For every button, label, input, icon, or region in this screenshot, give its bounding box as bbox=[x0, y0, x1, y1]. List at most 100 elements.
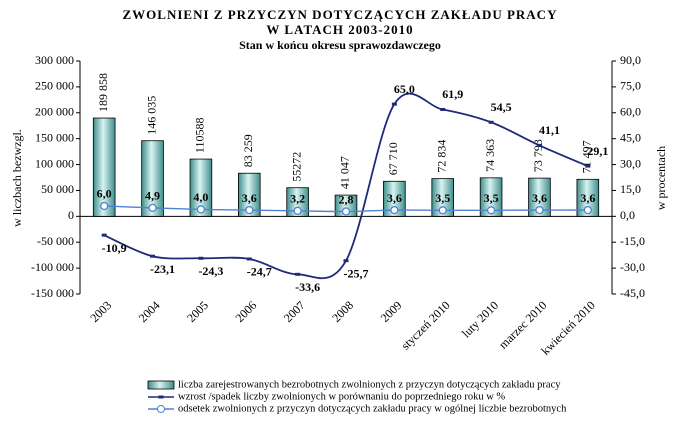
y2-tick-label: -45,0 bbox=[620, 286, 645, 300]
point-value-label: -23,1 bbox=[150, 262, 175, 276]
point bbox=[101, 233, 107, 237]
legend-label: liczba zarejestrowanych bezrobotnych zwo… bbox=[178, 379, 561, 390]
bar-value-label: 67 710 bbox=[386, 142, 400, 175]
bar bbox=[528, 177, 551, 217]
point bbox=[295, 272, 301, 276]
point-value-label: 2,8 bbox=[339, 192, 354, 206]
point bbox=[148, 203, 157, 213]
chart-title: ZWOLNIENI Z PRZYCZYN DOTYCZĄCYCH ZAKŁADU… bbox=[123, 7, 558, 22]
legend-marker bbox=[158, 395, 164, 399]
point-value-label: -10,9 bbox=[102, 241, 127, 255]
point-value-label: 3,6 bbox=[387, 191, 402, 205]
x-tick-label: 2009 bbox=[378, 298, 405, 325]
point-value-label: 3,6 bbox=[532, 191, 547, 205]
bar bbox=[431, 178, 455, 217]
point-value-label: 6,0 bbox=[97, 187, 112, 201]
point bbox=[246, 257, 252, 261]
point-value-label: -24,3 bbox=[198, 264, 223, 278]
x-tick-label: 2004 bbox=[136, 298, 163, 325]
point bbox=[535, 205, 544, 215]
point-value-label: 41,1 bbox=[539, 123, 560, 137]
bar-value-label: 110588 bbox=[193, 118, 207, 154]
bar bbox=[479, 177, 503, 217]
point-value-label: 3,6 bbox=[580, 191, 595, 205]
bar bbox=[92, 117, 116, 217]
point bbox=[341, 207, 351, 216]
y2-tick-label: 0,0 bbox=[620, 208, 635, 222]
y2-tick-label: 45,0 bbox=[620, 130, 641, 144]
y-tick-label: 300 000 bbox=[35, 53, 74, 67]
point bbox=[100, 201, 109, 211]
point bbox=[391, 102, 397, 106]
bar bbox=[189, 158, 213, 217]
point bbox=[150, 254, 156, 258]
point bbox=[343, 259, 349, 263]
legend-marker bbox=[157, 405, 165, 413]
point-value-label: -25,7 bbox=[344, 266, 369, 280]
y-tick-label: -100 000 bbox=[31, 260, 74, 274]
y2-tick-label: 15,0 bbox=[620, 182, 641, 196]
bar bbox=[141, 140, 164, 217]
x-tick-label: styczeń 2010 bbox=[398, 298, 452, 352]
legend-label: wzrost /spadek liczby zwolnionych w poró… bbox=[178, 391, 505, 402]
bar-value-label: 83 259 bbox=[241, 134, 255, 167]
point-value-label: 3,5 bbox=[435, 191, 450, 205]
point bbox=[245, 205, 254, 215]
y-tick-label: 100 000 bbox=[35, 156, 74, 170]
bar-value-label: 41 047 bbox=[338, 156, 352, 189]
legend-swatch bbox=[147, 380, 175, 390]
point bbox=[486, 206, 496, 215]
y2-tick-label: 75,0 bbox=[620, 79, 641, 93]
x-tick-label: 2008 bbox=[329, 298, 356, 325]
y2-tick-label: -15,0 bbox=[620, 234, 645, 248]
bar bbox=[237, 172, 261, 217]
point-value-label: 3,5 bbox=[484, 191, 499, 205]
point bbox=[536, 143, 542, 147]
y2-tick-label: -30,0 bbox=[620, 260, 645, 274]
point bbox=[438, 206, 447, 215]
point bbox=[440, 107, 446, 111]
point-value-label: -33,6 bbox=[295, 280, 320, 294]
bar bbox=[576, 178, 600, 217]
y2-tick-label: 60,0 bbox=[620, 105, 641, 119]
point bbox=[196, 205, 206, 214]
bar-value-label: 72 834 bbox=[434, 140, 448, 173]
point-value-label: 4,0 bbox=[193, 190, 208, 204]
point-value-label: 29,1 bbox=[587, 144, 608, 158]
point bbox=[488, 120, 494, 124]
x-tick-label: 2006 bbox=[232, 298, 259, 325]
chart-subtitle: Stan w końcu okresu sprawozdawczego bbox=[239, 38, 441, 52]
bar-value-label: 189 858 bbox=[96, 73, 110, 112]
y-tick-label: 200 000 bbox=[35, 105, 74, 119]
y-axis-label: w liczbach bezwzgl. bbox=[10, 129, 24, 227]
point-value-label: 61,9 bbox=[442, 87, 463, 101]
x-tick-label: 2003 bbox=[87, 298, 114, 325]
point-value-label: 54,5 bbox=[491, 100, 512, 114]
point-value-label: 3,2 bbox=[290, 192, 305, 206]
point bbox=[585, 164, 591, 168]
x-tick-label: 2005 bbox=[184, 298, 211, 325]
x-tick-label: 2007 bbox=[281, 298, 308, 325]
y-tick-label: 0 bbox=[68, 208, 74, 222]
point bbox=[390, 205, 399, 215]
bar-value-label: 55272 bbox=[289, 152, 303, 182]
point bbox=[293, 206, 302, 215]
bar bbox=[286, 187, 309, 217]
bar-value-label: 146 035 bbox=[144, 96, 158, 135]
y-tick-label: -150 000 bbox=[31, 286, 74, 300]
point-value-label: 4,9 bbox=[145, 189, 160, 203]
y2-tick-label: 30,0 bbox=[620, 156, 641, 170]
y-tick-label: -50 000 bbox=[37, 234, 74, 248]
point-value-label: -24,7 bbox=[247, 265, 272, 279]
point-value-label: 65,0 bbox=[394, 82, 415, 96]
point bbox=[583, 205, 592, 215]
y-tick-label: 50 000 bbox=[41, 182, 74, 196]
legend-label: odsetek zwolnionych z przyczyn dotyczący… bbox=[178, 403, 567, 414]
bar-value-label: 74 363 bbox=[483, 139, 497, 172]
point bbox=[198, 256, 204, 260]
bar bbox=[383, 180, 406, 217]
y-tick-label: 250 000 bbox=[35, 79, 74, 93]
y2-axis-label: w procentach bbox=[654, 146, 668, 210]
y-tick-label: 150 000 bbox=[35, 130, 74, 144]
